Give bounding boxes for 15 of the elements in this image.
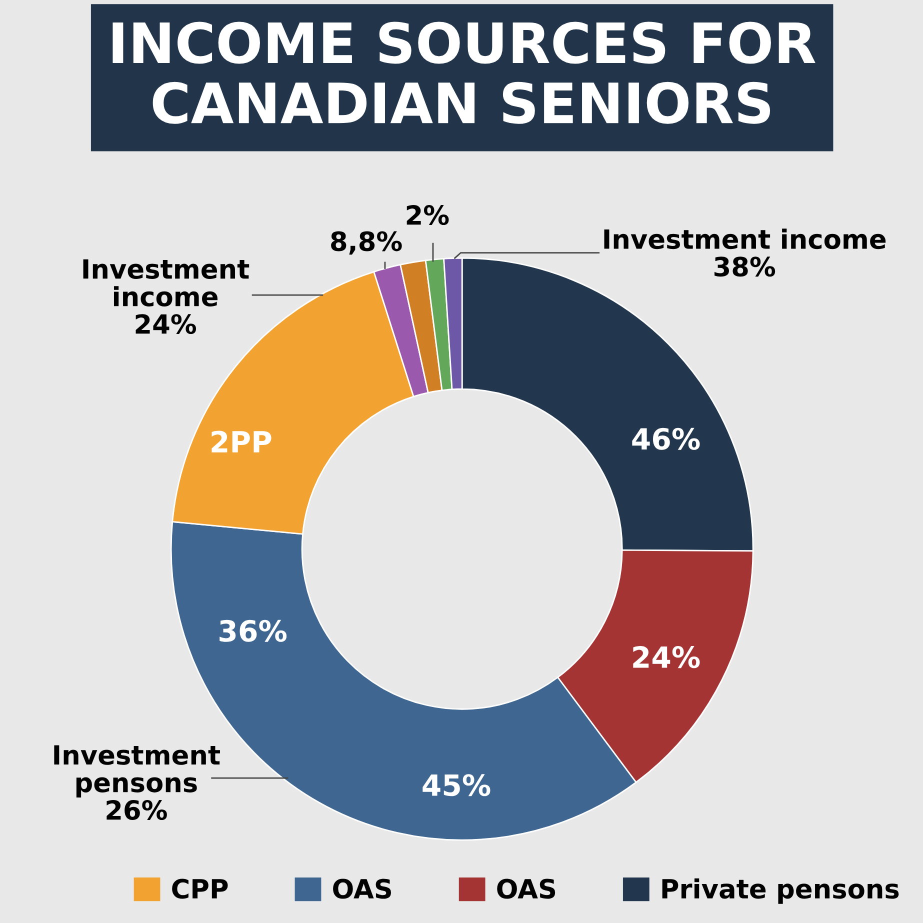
legend-label: OAS	[333, 878, 391, 899]
text: 45%	[422, 774, 490, 796]
text: 2%	[406, 205, 449, 226]
legend-label: Private pensons	[662, 878, 899, 904]
text: Investment pensons 26%	[54, 745, 220, 820]
chart-title: INCOME SOURCES FOR CANADIAN SENIORS	[112, 22, 816, 124]
legend-label: CPP	[172, 878, 228, 899]
legend-label: OAS	[497, 878, 556, 899]
text: 2PP	[212, 430, 272, 452]
text: Investment income 24%	[83, 259, 250, 334]
text: 36%	[220, 620, 287, 642]
text: Investment income 38%	[604, 228, 886, 277]
text: 24%	[633, 646, 700, 668]
text: 46%	[632, 428, 700, 450]
text: 8,8%	[331, 231, 402, 255]
